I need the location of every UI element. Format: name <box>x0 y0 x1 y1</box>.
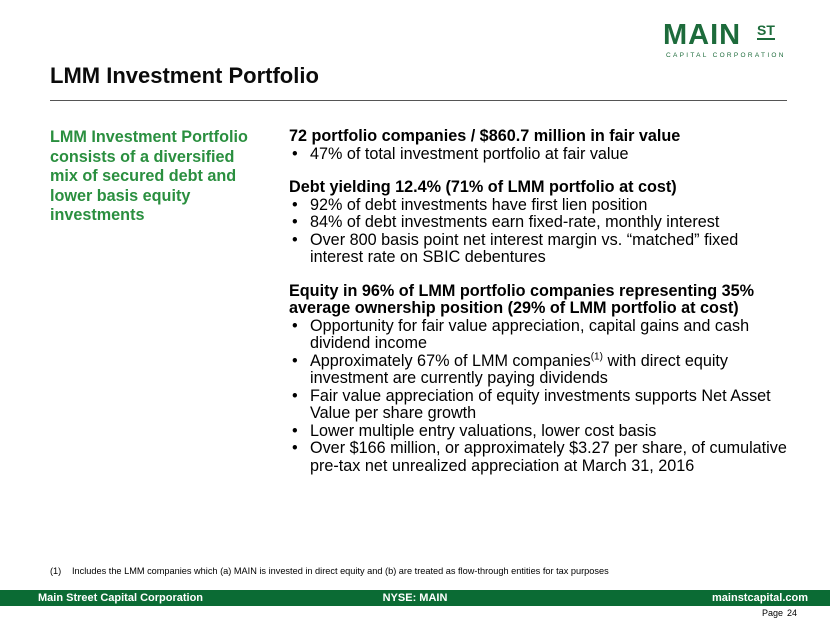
logo-subtitle: CAPITAL CORPORATION <box>666 52 786 59</box>
title-divider <box>50 100 787 101</box>
footnote-marker: (1) <box>590 351 603 363</box>
logo-st-underline <box>757 38 775 40</box>
list-item: 47% of total investment portfolio at fai… <box>289 145 789 164</box>
footnote-text: Includes the LMM companies which (a) MAI… <box>72 566 609 576</box>
sidebar-summary: LMM Investment Portfolio consists of a d… <box>50 128 248 224</box>
footer-bar: NYSE: MAIN Main Street Capital Corporati… <box>0 590 830 606</box>
footnote: (1) Includes the LMM companies which (a) … <box>50 566 609 576</box>
list-item: 92% of debt investments have first lien … <box>289 196 789 215</box>
footer-company: Main Street Capital Corporation <box>38 592 204 604</box>
logo-st-text: ST <box>757 22 775 38</box>
list-item: Approximately 67% of LMM companies(1) wi… <box>289 351 789 388</box>
list-item: Opportunity for fair value appreciation,… <box>289 317 789 353</box>
logo-main-text: MAIN <box>663 19 742 51</box>
page-label: Page <box>762 608 784 618</box>
main-content: 72 portfolio companies / $860.7 million … <box>289 127 789 476</box>
page-number-value: 24 <box>787 608 798 618</box>
footer-website: mainstcapital.com <box>712 592 808 604</box>
footer-ticker: NYSE: MAIN <box>382 592 448 604</box>
list-item: Lower multiple entry valuations, lower c… <box>289 422 789 441</box>
list-item-text: Approximately 67% of LMM companies <box>310 351 591 370</box>
bullet-list: Opportunity for fair value appreciation,… <box>289 317 789 476</box>
section-heading: Debt yielding 12.4% (71% of LMM portfoli… <box>289 178 677 196</box>
page-title: LMM Investment Portfolio <box>50 63 319 88</box>
list-item: 84% of debt investments earn fixed-rate,… <box>289 213 789 232</box>
bullet-list: 92% of debt investments have first lien … <box>289 196 789 267</box>
list-item-text: with direct equity investment are curren… <box>310 351 729 387</box>
section-heading: 72 portfolio companies / $860.7 million … <box>289 127 681 145</box>
page-number: Page 24 <box>758 608 797 618</box>
main-street-logo: MAIN ST CAPITAL CORPORATION <box>663 19 786 60</box>
list-item: Fair value appreciation of equity invest… <box>289 387 789 423</box>
footnote-number: (1) <box>50 566 62 576</box>
bullet-list: 47% of total investment portfolio at fai… <box>289 145 789 164</box>
list-item: Over 800 basis point net interest margin… <box>289 231 789 267</box>
list-item: Over $166 million, or approximately $3.2… <box>289 439 789 475</box>
section-heading: Equity in 96% of LMM portfolio companies… <box>289 281 755 317</box>
